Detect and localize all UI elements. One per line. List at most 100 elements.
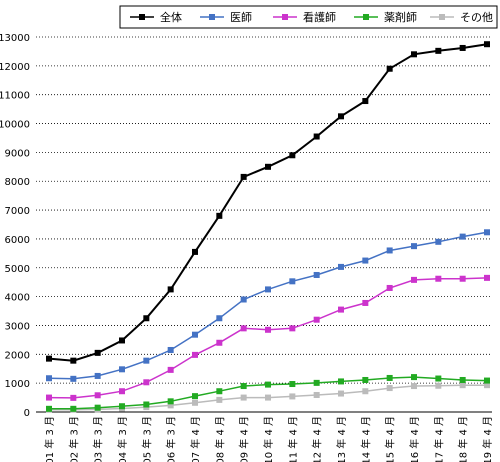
data-point <box>119 337 125 344</box>
data-point <box>459 44 466 51</box>
y-tick-label: 1000 <box>5 379 30 390</box>
data-point <box>289 278 296 285</box>
y-tick-label: 5000 <box>5 264 30 275</box>
data-point <box>411 243 417 250</box>
data-point <box>313 391 320 398</box>
legend-label: 看護師 <box>303 10 336 24</box>
data-point <box>192 351 198 358</box>
x-tick-label: '16 年 4 月 <box>408 416 421 462</box>
y-axis-ticks: 0 1000 2000 3000 4000 5000 6000 7000 8000 9000 100… <box>0 33 30 419</box>
data-point <box>192 393 198 400</box>
data-point <box>386 65 393 72</box>
y-tick-label: 2000 <box>5 350 30 361</box>
data-point <box>119 403 125 410</box>
data-point <box>70 394 77 401</box>
x-tick-label: '01 年 3 月 <box>43 416 56 462</box>
data-point <box>484 274 490 281</box>
data-point <box>265 326 271 333</box>
data-point <box>459 382 466 389</box>
data-point <box>362 388 369 395</box>
data-point <box>289 325 296 332</box>
data-point <box>143 357 150 364</box>
legend-label: 全体 <box>160 10 182 24</box>
x-tick-label: '09 年 4 月 <box>238 416 251 462</box>
legend-item: 医師 <box>200 11 252 24</box>
data-point <box>240 325 247 332</box>
x-tick-label: '03 年 3 月 <box>92 416 105 462</box>
data-point <box>46 394 52 401</box>
data-point <box>435 47 442 54</box>
data-point <box>411 383 417 390</box>
plot-area <box>36 37 492 412</box>
data-point <box>362 257 369 264</box>
y-tick-label: 3000 <box>5 321 30 332</box>
y-tick-label: 6000 <box>5 235 30 246</box>
data-point <box>192 248 198 255</box>
y-tick-label: 10000 <box>0 120 30 131</box>
data-point <box>459 275 466 282</box>
legend-item: 看護師 <box>273 10 336 24</box>
data-point <box>411 276 417 283</box>
y-tick-label: 8000 <box>5 177 30 188</box>
data-point <box>338 263 344 270</box>
x-tick-label: '05 年 3 月 <box>140 416 153 462</box>
series-3 <box>46 274 490 401</box>
data-point <box>143 379 150 386</box>
x-tick-label: '06 年 3 月 <box>165 416 178 462</box>
x-tick-label: '10 年 4 月 <box>262 416 275 462</box>
x-tick-label: '08 年 4 月 <box>213 416 226 462</box>
data-point <box>362 299 369 306</box>
y-tick-label: 4000 <box>5 293 30 304</box>
legend-label: 薬剤師 <box>384 10 417 24</box>
data-point <box>289 381 296 388</box>
data-point <box>386 247 393 254</box>
data-point <box>119 388 125 395</box>
y-tick-label: 9000 <box>5 148 30 159</box>
data-point <box>313 133 320 140</box>
data-point <box>143 315 150 322</box>
data-point <box>338 306 344 313</box>
data-point <box>484 229 490 236</box>
data-point <box>338 378 344 385</box>
data-point <box>411 374 417 381</box>
y-tick-label: 13000 <box>0 33 30 44</box>
data-point <box>265 394 271 401</box>
legend-item: その他 <box>430 11 493 24</box>
data-point <box>459 376 466 383</box>
x-tick-label: '12 年 4 月 <box>311 416 324 462</box>
data-point <box>167 402 174 409</box>
data-point <box>216 388 223 395</box>
data-point <box>216 212 223 219</box>
data-point <box>386 374 393 381</box>
data-point <box>143 401 150 408</box>
data-point <box>435 238 442 245</box>
series-1 <box>46 41 490 364</box>
data-point <box>265 286 271 293</box>
x-tick-label: '11 年 4 月 <box>286 416 299 462</box>
data-point <box>459 233 466 240</box>
x-tick-label: '04 年 3 月 <box>116 416 129 462</box>
legend: 全体 医師 看護師 薬剤師 その他 <box>119 5 498 29</box>
data-point <box>289 152 296 159</box>
data-point <box>240 394 247 401</box>
data-point <box>313 379 320 386</box>
x-tick-label: '19 年 4 月 <box>481 416 494 462</box>
data-point <box>362 98 369 105</box>
data-point <box>289 393 296 400</box>
grid-lines <box>36 36 492 413</box>
data-point <box>435 375 442 382</box>
y-tick-label: 0 <box>24 408 30 419</box>
data-point <box>216 315 223 322</box>
y-tick-label: 7000 <box>5 206 30 217</box>
x-tick-label: '02 年 3 月 <box>67 416 80 462</box>
data-point <box>192 331 198 338</box>
data-point <box>167 366 174 373</box>
data-point <box>313 316 320 323</box>
y-tick-label: 12000 <box>0 62 30 73</box>
x-tick-label: '07 年 4 月 <box>189 416 202 462</box>
data-point <box>386 385 393 392</box>
data-point <box>216 396 223 403</box>
data-point <box>484 377 490 384</box>
y-tick-label: 11000 <box>0 91 30 102</box>
